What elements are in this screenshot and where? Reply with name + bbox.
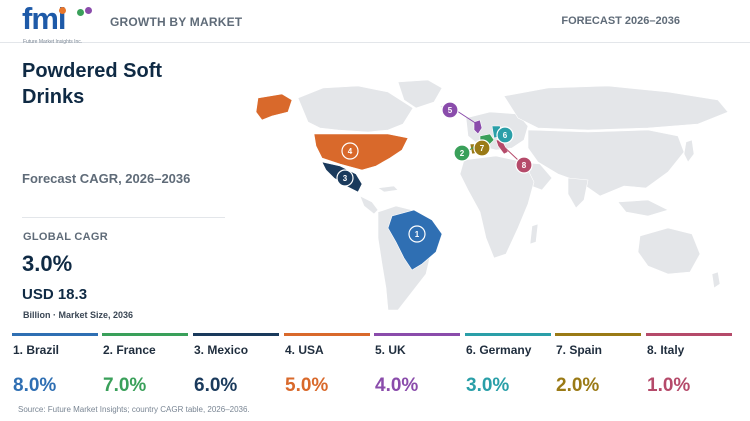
- legend-item-france[interactable]: 2. France 7.0%: [102, 333, 188, 403]
- legend-item-germany[interactable]: 6. Germany 3.0%: [465, 333, 551, 403]
- logo-dot-icon: [77, 9, 84, 16]
- market-size-caption: Billion · Market Size, 2036: [23, 310, 134, 320]
- legend-country-name: 3. Mexico: [194, 343, 249, 357]
- marker-brazil[interactable]: 1: [408, 225, 426, 243]
- legend-bar: [555, 333, 641, 336]
- marker-italy[interactable]: 8: [515, 156, 533, 174]
- legend-bar: [12, 333, 98, 336]
- legend-cagr-value: 3.0%: [466, 375, 510, 396]
- cagr-caption: Forecast CAGR, 2026–2036: [22, 171, 191, 186]
- legend-bar: [465, 333, 551, 336]
- country-usa[interactable]: [313, 133, 409, 171]
- forecast-period: FORECAST 2026–2036: [561, 15, 680, 27]
- legend-item-uk[interactable]: 5. UK 4.0%: [374, 333, 460, 403]
- marker-label: 6: [503, 131, 508, 140]
- source-note: Source: Future Market Insights; country …: [18, 405, 250, 414]
- country-alaska[interactable]: [255, 93, 293, 121]
- marker-label: 3: [343, 174, 348, 183]
- market-size-value: USD 18.3: [22, 286, 88, 303]
- logo-dot-icon: [59, 7, 66, 14]
- legend-cagr-value: 4.0%: [375, 375, 419, 396]
- legend-country-name: 7. Spain: [556, 343, 603, 357]
- logo-tagline: Future Market Insights Inc.: [23, 39, 83, 45]
- marker-label: 5: [448, 106, 453, 115]
- marker-germany[interactable]: 6: [496, 126, 514, 144]
- legend-country-name: 4. USA: [285, 343, 324, 357]
- land-se-asia: [617, 199, 669, 217]
- legend-cagr-value: 8.0%: [13, 375, 57, 396]
- legend-country-name: 2. France: [103, 343, 156, 357]
- legend-bar: [102, 333, 188, 336]
- marker-mexico[interactable]: 3: [336, 169, 354, 187]
- divider: [22, 217, 225, 218]
- legend-country-name: 6. Germany: [466, 343, 532, 357]
- marker-usa[interactable]: 4: [341, 142, 359, 160]
- fmi-logo[interactable]: fmi Future Market Insights Inc.: [22, 3, 92, 45]
- land-new-zealand: [711, 271, 721, 289]
- marker-label: 4: [348, 147, 353, 156]
- marker-label: 1: [415, 230, 420, 239]
- legend-bar: [284, 333, 370, 336]
- page-header: fmi Future Market Insights Inc. GROWTH B…: [0, 0, 750, 45]
- marker-label: 7: [480, 144, 485, 153]
- land-australia: [637, 227, 701, 275]
- land-greenland: [397, 79, 443, 109]
- legend-country-name: 5. UK: [375, 343, 406, 357]
- land-madagascar: [529, 223, 539, 245]
- world-map: 1 2 3 4 5 6 7 8: [255, 79, 729, 311]
- land-asia: [527, 129, 685, 197]
- legend-country-name: 8. Italy: [647, 343, 685, 357]
- legend-item-spain[interactable]: 7. Spain 2.0%: [555, 333, 641, 403]
- legend-bar: [193, 333, 279, 336]
- marker-label: 8: [522, 161, 527, 170]
- legend-cagr-value: 6.0%: [194, 375, 238, 396]
- legend-cagr-value: 2.0%: [556, 375, 600, 396]
- legend-cagr-value: 1.0%: [647, 375, 691, 396]
- legend-item-brazil[interactable]: 1. Brazil 8.0%: [12, 333, 98, 403]
- marker-france[interactable]: 2: [453, 144, 471, 162]
- legend-bar: [646, 333, 732, 336]
- global-cagr-value: 3.0%: [22, 251, 73, 276]
- land-japan: [683, 139, 695, 163]
- land-caribbean: [377, 185, 399, 193]
- country-legend: 1. Brazil 8.0% 2. France 7.0% 3. Mexico …: [12, 333, 742, 403]
- land-masses: [297, 79, 729, 311]
- leader-line-uk: [456, 110, 481, 127]
- legend-item-usa[interactable]: 4. USA 5.0%: [284, 333, 370, 403]
- legend-cagr-value: 7.0%: [103, 375, 147, 396]
- marker-uk[interactable]: 5: [441, 101, 459, 119]
- legend-item-italy[interactable]: 8. Italy 1.0%: [646, 333, 732, 403]
- legend-country-name: 1. Brazil: [13, 343, 60, 357]
- report-title: Powdered Soft Drinks: [22, 60, 163, 108]
- marker-label: 2: [460, 149, 465, 158]
- global-cagr-label: GLOBAL CAGR: [23, 231, 108, 243]
- legend-cagr-value: 5.0%: [285, 375, 329, 396]
- land-canada: [297, 85, 414, 133]
- land-central-america: [359, 195, 379, 215]
- land-india: [567, 177, 589, 209]
- legend-item-mexico[interactable]: 3. Mexico 6.0%: [193, 333, 279, 403]
- leader-line-italy: [500, 143, 519, 161]
- section-title: GROWTH BY MARKET: [110, 15, 243, 29]
- legend-bar: [374, 333, 460, 336]
- land-russia: [503, 85, 729, 131]
- logo-dot-icon: [85, 7, 92, 14]
- marker-spain[interactable]: 7: [473, 139, 491, 157]
